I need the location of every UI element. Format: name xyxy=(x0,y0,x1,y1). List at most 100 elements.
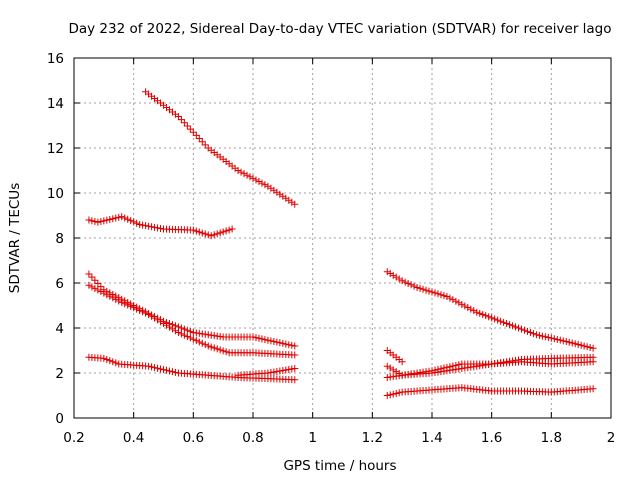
data-point xyxy=(109,358,117,366)
data-point xyxy=(503,320,511,327)
data-point xyxy=(195,135,203,143)
data-point xyxy=(207,343,215,351)
data-point xyxy=(174,329,182,336)
data-point xyxy=(500,318,508,326)
data-point xyxy=(518,325,525,333)
x-tick-labels: 0.2 0.4 0.6 0.8 1 1.2 1.4 1.6 1.8 2 xyxy=(63,430,615,446)
data-point xyxy=(201,341,209,349)
data-point xyxy=(100,289,108,297)
data-point xyxy=(589,358,597,366)
series-track-a-1 xyxy=(142,88,299,208)
data-point xyxy=(410,282,418,290)
x-tick-label: 1.8 xyxy=(541,430,562,446)
data-point xyxy=(121,300,129,308)
data-point xyxy=(544,333,552,341)
data-point xyxy=(168,368,176,376)
y-tick-label: 2 xyxy=(55,366,64,382)
data-point xyxy=(559,337,567,345)
data-point xyxy=(85,270,93,278)
data-point xyxy=(455,299,463,307)
data-point xyxy=(109,215,117,223)
series-track-e-1 xyxy=(85,353,299,384)
data-point xyxy=(535,331,543,339)
data-point xyxy=(389,271,397,279)
data-point xyxy=(148,363,156,371)
x-tick-label: 0.6 xyxy=(183,430,204,446)
data-point xyxy=(157,365,165,373)
data-point xyxy=(556,336,564,344)
data-point xyxy=(198,339,206,347)
data-point xyxy=(133,219,141,227)
data-point xyxy=(246,173,254,181)
x-tick-label: 1.4 xyxy=(421,430,442,446)
data-point xyxy=(467,305,475,313)
data-point xyxy=(94,218,102,226)
data-point xyxy=(189,335,197,343)
y-tick-label: 14 xyxy=(47,96,64,112)
data-point xyxy=(88,283,96,291)
series-track-b-1 xyxy=(85,213,236,240)
data-point xyxy=(509,322,517,330)
data-point xyxy=(160,320,167,327)
data-point xyxy=(270,338,278,345)
data-point xyxy=(94,286,102,294)
data-point xyxy=(210,344,218,352)
data-point xyxy=(273,338,281,346)
data-point xyxy=(103,291,111,299)
data-point xyxy=(401,278,409,286)
data-point xyxy=(252,334,260,342)
data-point xyxy=(497,317,505,325)
data-point xyxy=(237,168,245,176)
data-point xyxy=(395,389,403,397)
data-point xyxy=(177,324,185,332)
data-point xyxy=(264,336,272,344)
data-point xyxy=(279,339,287,347)
series-track-c-1 xyxy=(85,270,299,350)
data-point xyxy=(201,230,209,238)
data-point xyxy=(115,213,123,221)
data-point xyxy=(386,270,394,278)
data-point xyxy=(541,333,549,341)
data-point xyxy=(177,330,185,338)
data-point xyxy=(538,332,546,340)
data-point xyxy=(255,334,263,342)
data-point xyxy=(94,279,102,287)
data-point xyxy=(112,295,120,303)
data-points xyxy=(85,88,597,399)
data-point xyxy=(100,217,108,225)
data-point xyxy=(183,326,191,334)
data-point xyxy=(520,326,528,334)
data-point xyxy=(198,138,206,146)
data-point xyxy=(240,170,248,178)
plot-frame xyxy=(73,57,612,419)
data-point xyxy=(529,330,537,338)
data-point xyxy=(157,318,165,326)
data-point xyxy=(186,334,194,342)
data-point xyxy=(165,323,173,331)
data-point xyxy=(162,366,170,374)
data-point xyxy=(550,335,558,343)
x-tick-label: 1.6 xyxy=(481,430,502,446)
data-point xyxy=(392,273,400,281)
data-point xyxy=(443,293,451,300)
data-point xyxy=(133,305,141,313)
data-point xyxy=(383,268,391,276)
data-point xyxy=(136,306,144,314)
y-tick-label: 12 xyxy=(47,141,64,157)
data-point xyxy=(506,321,514,329)
data-point xyxy=(413,284,421,291)
data-point xyxy=(249,174,257,182)
y-tick-label: 4 xyxy=(55,321,64,337)
series-track-a-2 xyxy=(383,268,597,352)
chart-title: Day 232 of 2022, Sidereal Day-to-day VTE… xyxy=(68,21,611,37)
data-point xyxy=(145,311,153,318)
x-tick-label: 1.2 xyxy=(362,430,383,446)
data-point xyxy=(171,327,179,335)
data-point xyxy=(440,292,448,300)
data-point xyxy=(425,287,433,295)
data-point xyxy=(282,340,290,348)
data-point xyxy=(431,289,439,297)
data-point xyxy=(386,364,394,372)
data-point xyxy=(225,226,233,234)
data-point xyxy=(291,342,299,350)
